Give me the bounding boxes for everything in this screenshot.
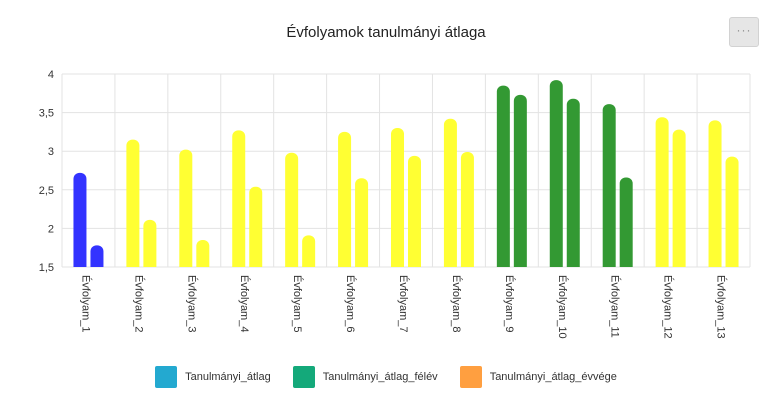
bar-felev-11[interactable]	[602, 104, 616, 273]
x-tick-label: Évfolyam_1	[79, 275, 92, 332]
bar-evvege-3[interactable]	[196, 239, 210, 273]
y-tick-label: 2	[48, 223, 54, 235]
bar-evvege-11[interactable]	[619, 177, 633, 273]
bar-felev-4[interactable]	[232, 130, 246, 273]
x-tick-label: Évfolyam_5	[291, 275, 304, 332]
y-tick-label: 4	[48, 69, 54, 81]
bar-evvege-8[interactable]	[460, 151, 474, 273]
bar-evvege-9[interactable]	[513, 94, 527, 273]
x-tick-label: Évfolyam_9	[503, 275, 516, 332]
bar-felev-3[interactable]	[179, 149, 193, 273]
x-axis: Évfolyam_1 Évfolyam_2 Évfolyam_3 Évfolyam_4…	[79, 275, 727, 339]
legend-label: Tanulmányi_átlag_félév	[322, 371, 438, 383]
bar-felev-12[interactable]	[655, 117, 669, 273]
bar-felev-2[interactable]	[126, 139, 140, 273]
y-tick-label: 1,5	[39, 262, 54, 274]
x-tick-label: Évfolyam_7	[397, 275, 410, 332]
bar-series	[73, 80, 739, 273]
bar-evvege-10[interactable]	[566, 98, 580, 273]
bar-evvege-12[interactable]	[672, 129, 686, 273]
bar-felev-7[interactable]	[391, 128, 404, 273]
y-tick-label: 3	[48, 146, 54, 158]
x-tick-label: Évfolyam_12	[662, 275, 675, 339]
bar-evvege-7[interactable]	[408, 155, 421, 273]
x-tick-label: Évfolyam_10	[556, 275, 569, 339]
y-tick-label: 3,5	[39, 108, 54, 120]
grid-lines	[61, 73, 751, 268]
bar-evvege-4[interactable]	[249, 186, 263, 273]
chart-title: Évfolyamok tanulmányi átlaga	[286, 24, 486, 41]
ellipsis-icon: ···	[736, 23, 752, 37]
x-tick-label: Évfolyam_2	[132, 275, 145, 332]
legend-item[interactable]: Tanulmányi_átlag	[155, 366, 271, 388]
x-tick-label: Évfolyam_4	[238, 275, 251, 332]
bar-evvege-5[interactable]	[302, 235, 316, 273]
bar-felev-10[interactable]	[549, 80, 563, 273]
bar-felev-6[interactable]	[338, 131, 352, 273]
bar-evvege-2[interactable]	[143, 219, 157, 273]
bar-evvege-6[interactable]	[355, 178, 369, 273]
legend-swatch	[155, 366, 178, 388]
bar-felev-13[interactable]	[708, 120, 722, 273]
bar-evvege-1[interactable]	[90, 245, 104, 273]
legend-swatch	[292, 366, 315, 388]
legend-label: Tanulmányi_átlag_évvége	[489, 371, 617, 383]
chart-menu-button[interactable]: ···	[729, 17, 759, 47]
bar-evvege-13[interactable]	[725, 156, 739, 273]
bar-felev-9[interactable]	[496, 85, 510, 273]
y-tick-label: 2,5	[39, 185, 54, 197]
chart-legend: Tanulmányi_átlag Tanulmányi_átlag_félév Ta…	[0, 366, 772, 388]
y-axis: 1,5 2 2,5 3 3,5 4	[39, 69, 54, 274]
x-tick-label: Évfolyam_8	[450, 275, 463, 332]
x-tick-label: Évfolyam_6	[344, 275, 357, 332]
legend-item[interactable]: Tanulmányi_átlag_félév	[292, 366, 438, 388]
bar-felev-8[interactable]	[443, 118, 457, 273]
legend-item[interactable]: Tanulmányi_átlag_évvége	[459, 366, 617, 388]
x-tick-label: Évfolyam_11	[609, 275, 622, 338]
bar-felev-1[interactable]	[73, 172, 87, 273]
x-tick-label: Évfolyam_13	[715, 275, 728, 339]
x-tick-label: Évfolyam_3	[185, 275, 198, 332]
legend-label: Tanulmányi_átlag	[185, 371, 271, 383]
legend-swatch	[459, 366, 482, 388]
bar-felev-5[interactable]	[285, 152, 299, 273]
